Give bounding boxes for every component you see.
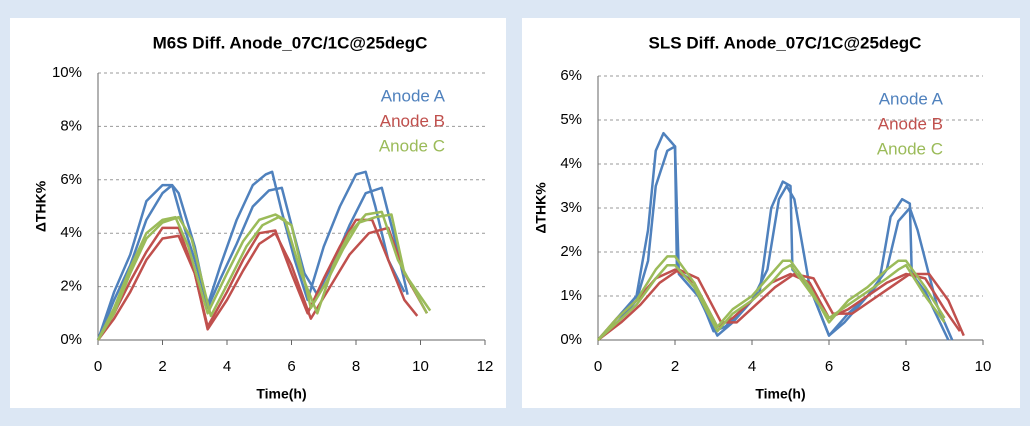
x-tick-label: 10 xyxy=(975,358,992,375)
x-tick-label: 0 xyxy=(594,358,602,375)
y-tick-label: 4% xyxy=(560,155,582,172)
panel xyxy=(10,18,506,408)
y-tick-label: 8% xyxy=(60,117,82,134)
legend-label: Anode C xyxy=(877,139,943,158)
line xyxy=(96,170,406,341)
chart-title: SLS Diff. Anode_07C/1C@25degC xyxy=(649,33,922,52)
legend-label: Anode B xyxy=(878,114,943,133)
x-tick-label: 10 xyxy=(412,358,429,375)
y-tick-label: 4% xyxy=(60,224,82,241)
line xyxy=(97,226,429,341)
x-tick-label: 8 xyxy=(352,358,360,375)
y-tick-label: 0% xyxy=(560,331,582,348)
line xyxy=(597,131,950,341)
y-tick-label: 0% xyxy=(60,331,82,348)
y-tick-label: 3% xyxy=(560,199,582,216)
y-tick-label: 5% xyxy=(560,111,582,128)
legend-label: Anode C xyxy=(379,136,445,155)
legend-label: Anode A xyxy=(381,86,446,105)
x-tick-label: 8 xyxy=(902,358,910,375)
x-tick-label: 0 xyxy=(94,358,102,375)
line xyxy=(597,255,946,341)
line xyxy=(597,268,961,341)
y-tick-label: 2% xyxy=(60,278,82,295)
line xyxy=(96,183,409,341)
legend-label: Anode B xyxy=(380,111,445,130)
x-tick-label: 4 xyxy=(748,358,756,375)
chart-title: M6S Diff. Anode_07C/1C@25degC xyxy=(153,33,428,52)
y-tick-label: 6% xyxy=(560,67,582,84)
x-tick-label: 6 xyxy=(825,358,833,375)
line xyxy=(96,210,429,341)
y-axis-label: ΔTHK% xyxy=(533,182,549,234)
x-tick-label: 2 xyxy=(671,358,679,375)
y-axis-label: ΔTHK% xyxy=(33,180,49,232)
x-axis-label: Time(h) xyxy=(755,386,805,402)
y-tick-label: 1% xyxy=(560,287,582,304)
y-tick-label: 2% xyxy=(560,243,582,260)
line xyxy=(96,213,432,341)
line xyxy=(597,268,965,341)
x-axis-label: Time(h) xyxy=(256,386,306,402)
legend-label: Anode A xyxy=(879,89,944,108)
x-tick-label: 4 xyxy=(223,358,231,375)
y-tick-label: 6% xyxy=(60,171,82,188)
x-tick-label: 6 xyxy=(287,358,295,375)
line xyxy=(597,263,946,341)
x-tick-label: 2 xyxy=(158,358,166,375)
y-tick-label: 10% xyxy=(52,64,82,81)
line xyxy=(597,145,954,341)
x-tick-label: 12 xyxy=(477,358,494,375)
